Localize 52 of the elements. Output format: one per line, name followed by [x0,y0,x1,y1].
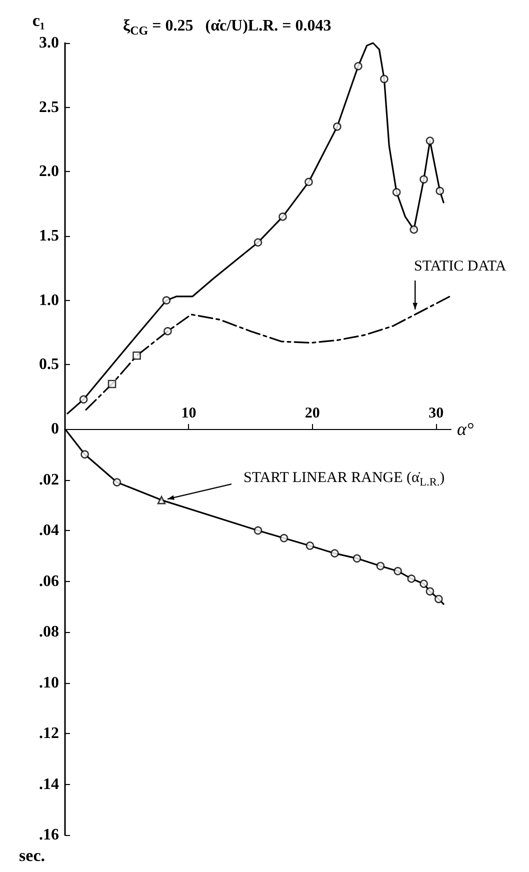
point [280,534,288,542]
point [108,380,116,388]
point [380,74,388,84]
y-axis-title: sec. [19,846,45,865]
point [354,62,362,70]
point [394,566,402,576]
point [80,450,89,459]
point [278,212,287,221]
point [304,178,313,186]
point [376,562,385,570]
point [333,122,342,131]
point [254,526,262,535]
point [426,587,434,596]
x-axis-title: α° [457,419,474,439]
y-tick-label: .06 [39,572,59,590]
y-tick-label: 3.0 [39,34,59,52]
y-tick-label: .10 [39,674,59,692]
point [79,395,88,404]
y-tick-label: 2.0 [39,163,59,180]
point [330,549,339,558]
point [420,580,428,588]
point [420,175,428,184]
point [352,554,362,563]
point [306,542,314,550]
y-tick-label: 2.5 [39,98,59,116]
annotation: STATIC DATA [414,258,506,274]
y-axis-title: c₁ [32,11,45,30]
point [407,574,416,583]
point [436,186,444,196]
y-tick-label: .08 [39,624,59,640]
y-tick-label: 0 [51,420,59,438]
point [162,296,171,304]
y-tick-label: .04 [39,522,59,539]
y-tick-label: 1.0 [39,292,59,309]
point [157,496,166,504]
y-tick-label: .16 [39,826,59,844]
point [410,225,418,234]
y-tick-label: .02 [39,471,59,488]
point [112,478,122,486]
x-tick-label: 20 [304,406,320,422]
y-tick-label: .12 [39,725,59,742]
y-tick-label: .14 [39,776,59,793]
x-tick-label: 30 [428,406,444,422]
point [434,594,443,604]
point [164,327,172,336]
y-tick-label: 0.5 [39,356,59,374]
y-tick-label: 1.5 [39,228,59,244]
point [254,238,262,247]
point [426,136,434,145]
x-tick-label: 10 [181,406,196,422]
point [392,188,401,196]
point [132,352,141,360]
